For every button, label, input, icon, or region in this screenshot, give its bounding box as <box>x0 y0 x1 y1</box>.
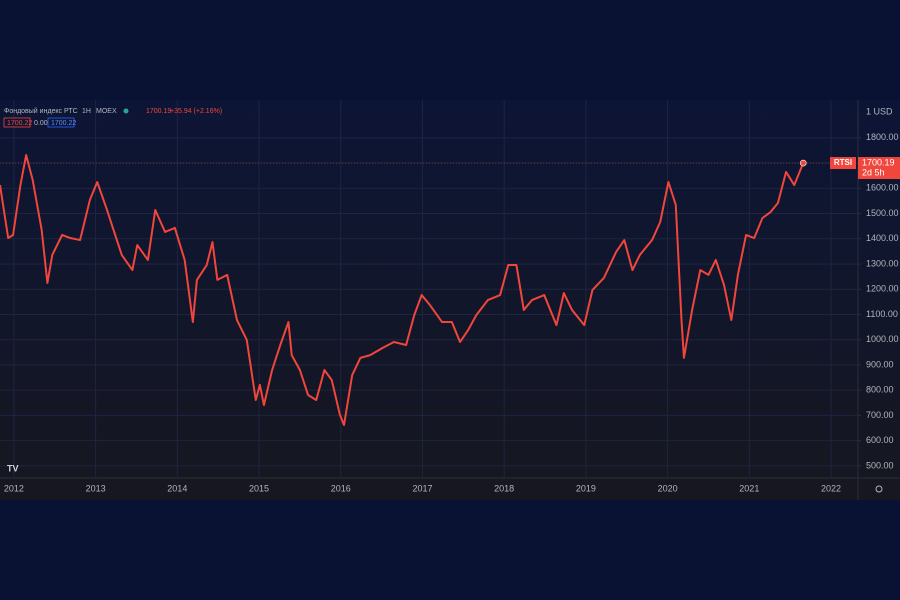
price-tag <box>858 157 900 180</box>
y-tick-label: 500.00 <box>866 460 894 470</box>
y-tick-label: 900.00 <box>866 359 894 369</box>
spread: 0.00 <box>34 120 48 127</box>
y-tick-label: 600.00 <box>866 435 894 445</box>
exchange: MOEX <box>96 108 117 115</box>
interval: 1Н <box>82 108 91 115</box>
x-tick-label: 2021 <box>739 483 759 493</box>
tv-logo: TV <box>7 463 19 473</box>
currency-label: 1 USD <box>866 106 893 116</box>
x-tick-label: 2022 <box>821 483 841 493</box>
x-tick-label: 2017 <box>412 483 432 493</box>
x-tick-label: 2016 <box>331 483 351 493</box>
bid-box <box>3 117 31 128</box>
x-tick-label: 2018 <box>494 483 514 493</box>
x-tick-label: 2014 <box>167 483 187 493</box>
plot <box>0 154 858 427</box>
y-tick-label: 1600.00 <box>866 183 899 193</box>
settings-icon[interactable] <box>875 485 883 493</box>
y-tick-label: 1300.00 <box>866 258 899 268</box>
ticker-label: RTSI <box>834 158 852 167</box>
x-tick-label: 2013 <box>86 483 106 493</box>
header-last-price: 1700.19 <box>146 108 171 115</box>
ask-box <box>47 117 75 128</box>
y-tick-label: 1500.00 <box>866 208 899 218</box>
price-tag-countdown: 2d 5h <box>862 167 885 177</box>
header-change: +35.94 (+2.16%) <box>170 108 222 115</box>
chart-panel <box>0 100 900 500</box>
ask: 1700.22 <box>51 120 76 127</box>
status-dot <box>123 108 129 114</box>
symbol-title: Фондовый индекс РТС <box>4 107 78 115</box>
last-point <box>799 159 807 167</box>
y-tick-label: 1200.00 <box>866 284 899 294</box>
y-tick-label: 700.00 <box>866 410 894 420</box>
x-tick-label: 2015 <box>249 483 269 493</box>
ticker-tag <box>830 157 856 170</box>
y-tick-label: 1100.00 <box>866 309 898 319</box>
y-tick-label: 1400.00 <box>866 233 899 243</box>
price-line <box>0 154 805 427</box>
x-tick-label: 2019 <box>576 483 596 493</box>
x-tick-label: 2020 <box>658 483 678 493</box>
grid <box>0 100 858 478</box>
y-tick-label: 800.00 <box>866 385 894 395</box>
x-tick-label: 2012 <box>4 483 24 493</box>
y-tick-label: 1800.00 <box>866 132 899 142</box>
bid: 1700.22 <box>7 120 32 127</box>
y-tick-label: 1000.00 <box>866 334 899 344</box>
price-tag-value: 1700.19 <box>862 157 895 167</box>
